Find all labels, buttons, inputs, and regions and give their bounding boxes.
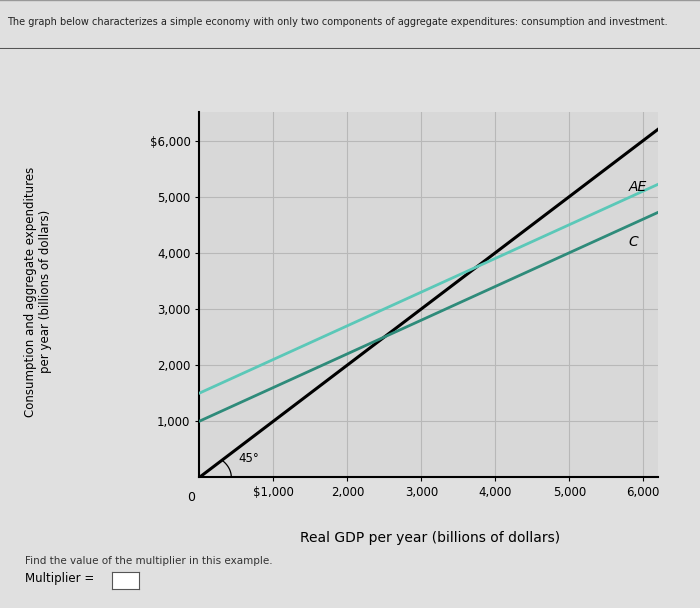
Text: C: C bbox=[629, 235, 638, 249]
Text: Consumption and aggregate expenditures
per year (billions of dollars): Consumption and aggregate expenditures p… bbox=[25, 167, 52, 417]
Text: Multiplier =: Multiplier = bbox=[25, 572, 94, 586]
Text: AE: AE bbox=[629, 181, 647, 195]
Text: 0: 0 bbox=[187, 491, 195, 504]
Text: The graph below characterizes a simple economy with only two components of aggre: The graph below characterizes a simple e… bbox=[7, 17, 668, 27]
Text: Find the value of the multiplier in this example.: Find the value of the multiplier in this… bbox=[25, 556, 272, 566]
Text: Real GDP per year (billions of dollars): Real GDP per year (billions of dollars) bbox=[300, 531, 561, 545]
Text: 45°: 45° bbox=[238, 452, 259, 465]
